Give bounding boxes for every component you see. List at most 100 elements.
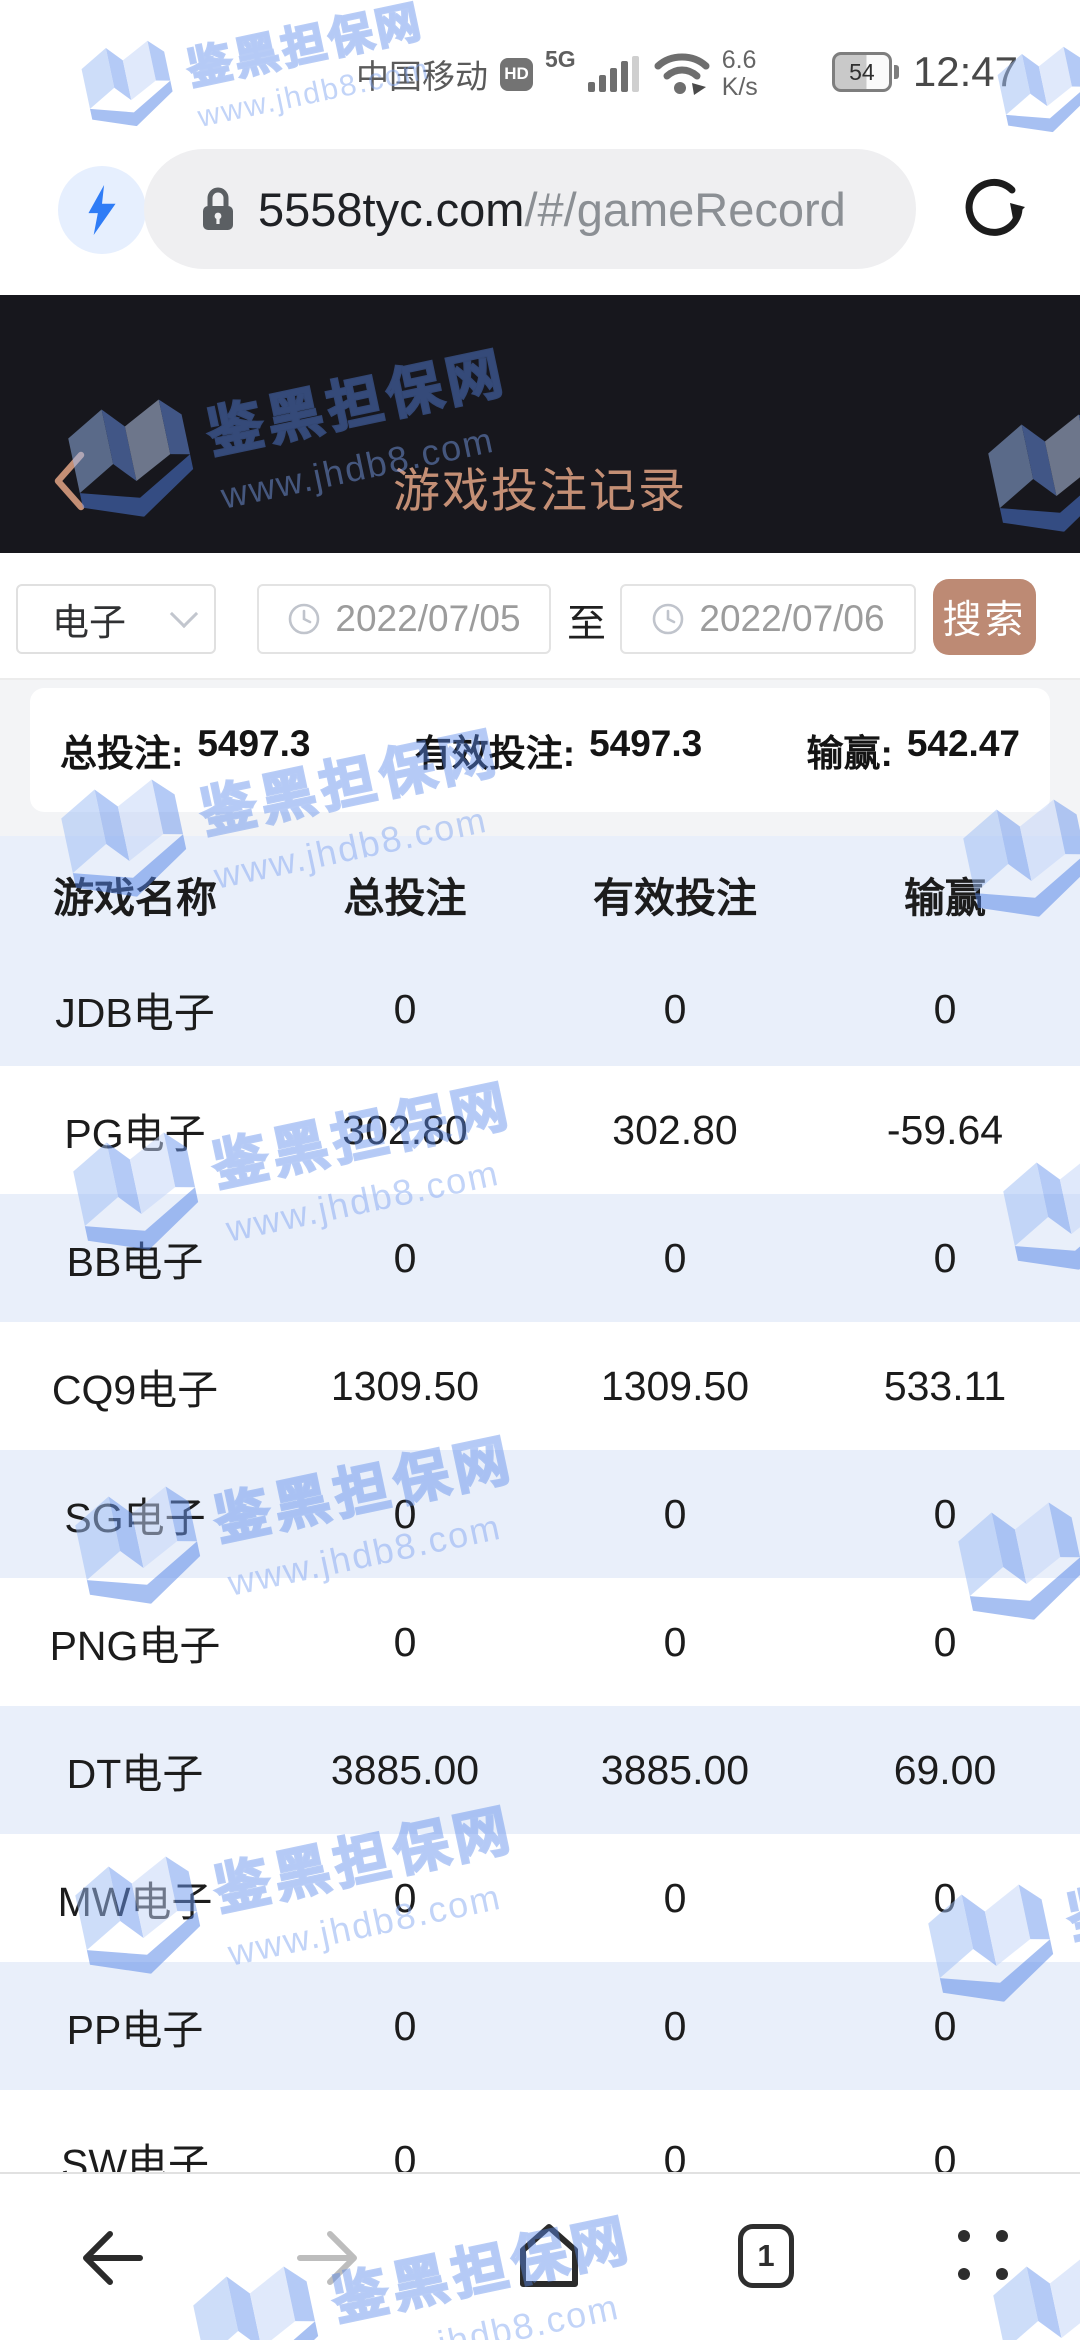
cell-total-bet: 0 [393,2136,417,2183]
url-path: /#/gameRecord [524,182,846,236]
cell-win-loss: 0 [933,1490,957,1537]
cell-valid-bet: 1309.50 [600,1362,750,1409]
col-total-bet: 总投注 [343,875,467,921]
cell-game-name: SG电子 [64,1495,206,1541]
url-text: 5558tyc.com/#/gameRecord [258,182,846,237]
cell-valid-bet: 302.80 [612,1106,738,1153]
cell-win-loss: 533.11 [883,1362,1007,1409]
cell-game-name: MW电子 [57,1879,213,1925]
lightning-icon [88,185,116,235]
nav-home-button[interactable] [515,2220,583,2297]
category-select-value: 电子 [52,602,126,643]
quick-access-button[interactable] [58,166,146,254]
cell-total-bet: 0 [393,1490,417,1537]
tab-count: 1 [757,2238,775,2273]
chevron-down-icon [169,599,199,629]
summary-win-loss: 输赢: 542.47 [807,723,1021,777]
cell-total-bet: 0 [393,985,417,1032]
cell-total-bet: 3885.00 [330,1746,480,1793]
cell-valid-bet: 0 [663,2002,687,2049]
cell-total-bet: 0 [393,1874,417,1921]
table-header-row: 游戏名称 总投注 有效投注 输赢 [0,836,1080,952]
cell-win-loss: 0 [933,1234,957,1281]
cell-total-bet: 0 [393,1618,417,1665]
wifi-icon [654,53,710,95]
browser-nav-bar: 1 [0,2172,1080,2340]
menu-dot [958,2230,970,2242]
home-icon [520,2224,578,2287]
nav-forward-button[interactable] [294,2226,362,2295]
cell-valid-bet: 0 [663,2136,687,2183]
status-bar-right: 54 12:47 [831,48,1018,96]
cell-game-name: PG电子 [64,1111,206,1157]
menu-dot [996,2230,1008,2242]
cell-valid-bet: 0 [663,1874,687,1921]
network-speed: 6.6 K/s [722,47,758,101]
cell-total-bet: 0 [393,2002,417,2049]
table-row: BB电子 0 0 0 [0,1194,1080,1322]
network-type-label: 5G [545,46,576,72]
col-game-name: 游戏名称 [53,875,217,921]
status-bar-left: 中国移动 HD 5G 6.6 K/s [356,44,758,104]
cell-valid-bet: 0 [663,1618,687,1665]
speed-unit: K/s [721,73,758,101]
address-bar[interactable]: 5558tyc.com/#/gameRecord [144,149,916,269]
cell-win-loss: 0 [933,2002,957,2049]
summary-valid-bet-value: 5497.3 [589,723,703,764]
summary-valid-bet-label: 有效投注: [414,733,576,774]
nav-back-button[interactable] [78,2226,146,2295]
summary-valid-bet: 有效投注: 5497.3 [415,723,703,777]
cell-total-bet: 1309.50 [330,1362,480,1409]
battery-icon: 54 [831,52,899,92]
clock-icon [653,603,684,635]
search-button[interactable]: 搜索 [933,579,1036,655]
cell-win-loss: 0 [933,2136,957,2183]
lock-icon [203,187,233,230]
summary-win-loss-label: 输赢: [806,733,893,774]
table-row: MW电子 0 0 0 [0,1834,1080,1962]
date-from-input[interactable]: 2022/07/05 [257,584,551,654]
reload-icon [965,178,1025,236]
table-row: DT电子 3885.00 3885.00 69.00 [0,1706,1080,1834]
arrow-right-icon [297,2231,357,2285]
table-row: PNG电子 0 0 0 [0,1578,1080,1706]
date-to-input[interactable]: 2022/07/06 [620,584,916,654]
nav-tabs-button[interactable]: 1 [738,2224,794,2288]
filter-bar: 电子 2022/07/05 至 2022/07/06 搜索 [0,553,1080,680]
nav-menu-button[interactable] [958,2230,1008,2280]
url-domain: 5558tyc.com [258,182,525,236]
cell-game-name: PP电子 [66,2007,204,2053]
battery-nub [893,65,899,79]
cell-valid-bet: 0 [663,1490,687,1537]
arrow-left-icon [83,2231,143,2285]
table-row: PG电子 302.80 302.80 -59.64 [0,1066,1080,1194]
speed-value: 6.6 [721,46,757,74]
summary-total-bet-value: 5497.3 [197,723,311,764]
summary-section: 总投注: 5497.3 有效投注: 5497.3 输赢: 542.47 [0,680,1080,836]
date-to-value: 2022/07/06 [699,598,885,639]
summary-total-bet-label: 总投注: [60,733,184,774]
cell-game-name: JDB电子 [55,990,215,1036]
cell-win-loss: 69.00 [893,1746,997,1793]
menu-dot [996,2268,1008,2280]
cell-win-loss: 0 [933,1874,957,1921]
cell-win-loss: -59.64 [886,1106,1004,1153]
table-row: CQ9电子 1309.50 1309.50 533.11 [0,1322,1080,1450]
signal-strength-icon [587,56,639,92]
clock-icon [289,603,320,635]
cell-valid-bet: 3885.00 [600,1746,750,1793]
category-select[interactable]: 电子 [16,584,216,654]
cell-valid-bet: 0 [663,1234,687,1281]
col-valid-bet: 有效投注 [593,875,757,921]
battery-percent: 54 [831,52,892,92]
date-separator-label: 至 [567,603,607,646]
status-time: 12:47 [912,48,1018,95]
summary-total-bet: 总投注: 5497.3 [60,723,311,777]
cell-win-loss: 0 [933,985,957,1032]
cell-game-name: CQ9电子 [51,1367,219,1413]
cell-game-name: DT电子 [66,1751,204,1797]
reload-button[interactable] [962,176,1028,247]
col-win-loss: 输赢 [904,875,986,921]
cell-game-name: PNG电子 [49,1623,221,1669]
summary-card: 总投注: 5497.3 有效投注: 5497.3 输赢: 542.47 [30,688,1050,812]
